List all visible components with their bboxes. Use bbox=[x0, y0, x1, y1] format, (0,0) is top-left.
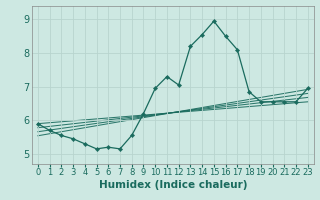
X-axis label: Humidex (Indice chaleur): Humidex (Indice chaleur) bbox=[99, 180, 247, 190]
